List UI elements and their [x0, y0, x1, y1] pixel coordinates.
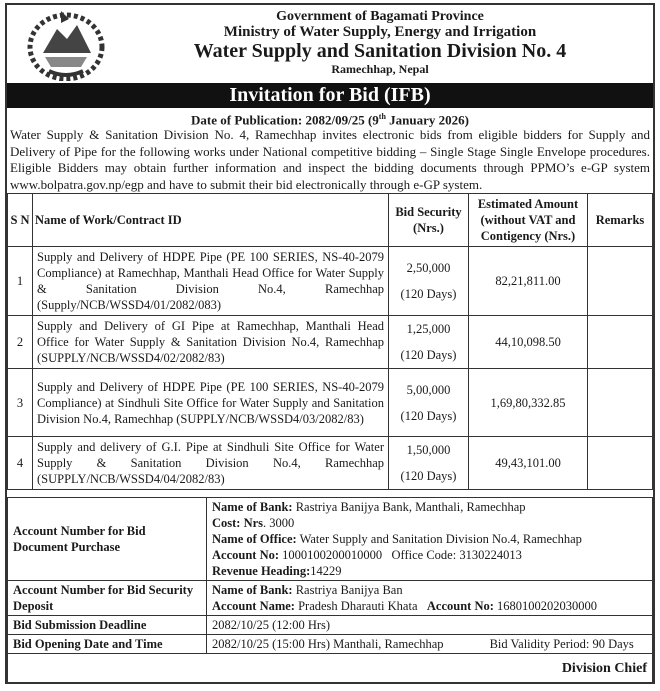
- opening-value: 2082/10/25 (15:00 Hrs) Manthali, Ramechh…: [212, 637, 444, 652]
- estimated-amount-cell: 1,69,80,332.85: [468, 368, 588, 438]
- intro-paragraph: Water Supply & Sanitation Division No. 4…: [10, 127, 650, 192]
- label: Nrs: [240, 516, 264, 531]
- label: Revenue Heading:: [212, 564, 311, 579]
- remarks-cell: [587, 246, 653, 317]
- opening-row: Bid Opening Date and Time 2082/10/25 (15…: [7, 634, 653, 655]
- security-amount: 2,50,000: [406, 261, 451, 276]
- security-amount: 5,00,000: [406, 382, 451, 397]
- work-name-cell: Supply and Delivery of HDPE Pipe (PE 100…: [32, 368, 389, 438]
- sn-cell: 2: [7, 315, 33, 370]
- col-remarks: Remarks: [587, 193, 653, 248]
- work-name-cell: Supply and Delivery of GI Pipe at Ramech…: [32, 315, 389, 370]
- doc-purchase-details: Name of Bank: Rastriya Banijya Bank, Man…: [206, 497, 653, 582]
- estimated-amount-cell: 49,43,101.00: [468, 436, 588, 491]
- security-deposit-details: Name of Bank: Rastriya Banijya Ban Accou…: [206, 580, 653, 617]
- sn-cell: 4: [7, 436, 33, 491]
- label: Account No:: [426, 599, 494, 614]
- bid-security-cell: 1,50,000 (120 Days): [388, 436, 469, 491]
- government-name: Government of Bagamati Province: [276, 9, 484, 24]
- estimated-amount-cell: 82,21,811.00: [468, 246, 588, 317]
- division-name: Water Supply and Sanitation Division No.…: [193, 40, 567, 62]
- location: Ramechhap, Nepal: [331, 62, 429, 76]
- col-sn: S N: [7, 193, 33, 248]
- bid-validity: Bid Validity Period: 90 Days: [489, 637, 634, 652]
- security-deposit-row: Account Number for Bid Security Deposit …: [7, 580, 653, 617]
- sn-cell: 3: [7, 368, 33, 438]
- government-emblem-icon: [27, 11, 105, 81]
- signature: Division Chief: [7, 653, 653, 685]
- estimated-amount-cell: 44,10,098.50: [468, 315, 588, 370]
- works-table: S N Name of Work/Contract ID Bid Securit…: [7, 193, 653, 491]
- remarks-cell: [587, 315, 653, 370]
- security-days: (120 Days): [400, 469, 457, 484]
- security-amount: 1,50,000: [406, 443, 451, 458]
- doc-purchase-label: Account Number for Bid Document Purchase: [7, 497, 207, 582]
- sn-cell: 1: [7, 246, 33, 317]
- work-name-cell: Supply and Delivery of HDPE Pipe (PE 100…: [32, 246, 389, 317]
- deadline-row: Bid Submission Deadline 2082/10/25 (12:0…: [7, 615, 653, 636]
- date-sup: th: [378, 112, 386, 121]
- date-text: Date of Publication: 2082/09/25 (9: [191, 112, 379, 128]
- remarks-cell: [587, 436, 653, 491]
- details-table: Account Number for Bid Document Purchase…: [7, 497, 653, 685]
- label: Name of Office:: [212, 532, 297, 547]
- bank-name: Rastriya Banijya Bank, Manthali, Ramechh…: [292, 500, 526, 515]
- bid-security-cell: 1,25,000 (120 Days): [388, 315, 469, 370]
- table-row: 4 Supply and delivery of G.I. Pipe at Si…: [7, 436, 653, 491]
- office-name: Water Supply and Sanitation Division No.…: [296, 532, 582, 547]
- security-days: (120 Days): [400, 348, 457, 363]
- work-name-cell: Supply and delivery of G.I. Pipe at Sind…: [32, 436, 389, 491]
- opening-label: Bid Opening Date and Time: [7, 634, 207, 655]
- table-row: 1 Supply and Delivery of HDPE Pipe (PE 1…: [7, 246, 653, 317]
- label: Name of Bank:: [212, 500, 293, 515]
- bid-security-cell: 2,50,000 (120 Days): [388, 246, 469, 317]
- table-header-row: S N Name of Work/Contract ID Bid Securit…: [7, 193, 653, 248]
- security-days: (120 Days): [400, 408, 457, 423]
- col-name: Name of Work/Contract ID: [32, 193, 389, 248]
- security-days: (120 Days): [400, 287, 457, 302]
- cost: . 3000: [263, 516, 295, 531]
- label: Account Name:: [212, 599, 295, 614]
- opening-details: 2082/10/25 (15:00 Hrs) Manthali, Ramechh…: [206, 634, 653, 655]
- account-number: 1000100200010000 Office Code: 3130224013: [279, 548, 522, 563]
- remarks-cell: [587, 368, 653, 438]
- account-name: Pradesh Dharauti Khata: [294, 599, 427, 614]
- label: Cost:: [212, 516, 241, 531]
- signature-row: Division Chief: [7, 653, 653, 685]
- notice-header: Government of Bagamati Province Ministry…: [7, 5, 653, 83]
- table-row: 2 Supply and Delivery of GI Pipe at Rame…: [7, 315, 653, 370]
- revenue-heading: 14229: [310, 564, 342, 579]
- deadline-value: 2082/10/25 (12:00 Hrs): [206, 615, 653, 636]
- ministry-name: Ministry of Water Supply, Energy and Irr…: [223, 24, 537, 40]
- col-amount: Estimated Amount (without VAT and Contig…: [468, 193, 588, 248]
- label: Name of Bank:: [212, 583, 293, 598]
- deadline-label: Bid Submission Deadline: [7, 615, 207, 636]
- date-text-end: January 2026): [385, 112, 469, 128]
- col-security: Bid Security (Nrs.): [388, 193, 469, 248]
- account-number: 1680100202030000: [493, 599, 598, 614]
- label: Account No:: [212, 548, 280, 563]
- bid-security-cell: 5,00,000 (120 Days): [388, 368, 469, 438]
- bank-name: Rastriya Banijya Ban: [292, 583, 403, 598]
- table-row: 3 Supply and Delivery of HDPE Pipe (PE 1…: [7, 368, 653, 438]
- notice-title: Invitation for Bid (IFB): [7, 83, 653, 108]
- ifb-notice: Government of Bagamati Province Ministry…: [5, 3, 655, 685]
- publication-date: Date of Publication: 2082/09/25 (9th Jan…: [7, 110, 653, 127]
- security-amount: 1,25,000: [406, 322, 451, 337]
- security-deposit-label: Account Number for Bid Security Deposit: [7, 580, 207, 617]
- doc-purchase-row: Account Number for Bid Document Purchase…: [7, 497, 653, 582]
